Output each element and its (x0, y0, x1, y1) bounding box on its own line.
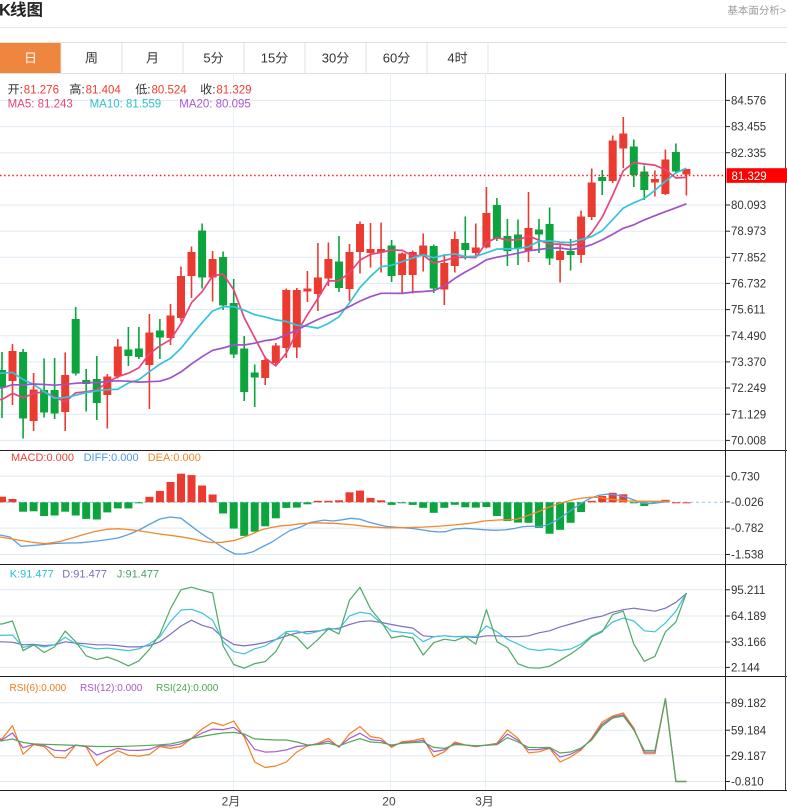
svg-text:0.730: 0.730 (731, 471, 760, 483)
svg-text:80.093: 80.093 (731, 200, 766, 212)
svg-text:76.732: 76.732 (731, 279, 766, 291)
svg-text::: : (212, 83, 215, 97)
svg-text:33.166: 33.166 (731, 637, 766, 649)
svg-text:71.129: 71.129 (731, 409, 766, 421)
svg-text:20: 20 (382, 795, 396, 809)
svg-text:3: 3 (475, 795, 482, 809)
svg-text:K: K (0, 2, 11, 20)
svg-text:-0.782: -0.782 (731, 523, 764, 535)
svg-text:83.455: 83.455 (731, 122, 766, 134)
svg-text:MA5: 81.243: MA5: 81.243 (8, 99, 73, 111)
svg-text:72.249: 72.249 (731, 383, 766, 395)
svg-text:89.182: 89.182 (731, 698, 766, 710)
svg-text:>: > (780, 5, 786, 17)
svg-text::: : (20, 83, 23, 97)
svg-text:DIFF:0.000: DIFF:0.000 (84, 452, 139, 464)
svg-text:D:91.477: D:91.477 (62, 569, 107, 581)
svg-text:RSI(6):0.000: RSI(6):0.000 (10, 683, 67, 694)
svg-text:RSI(12):0.000: RSI(12):0.000 (80, 683, 143, 694)
svg-text:84.576: 84.576 (731, 96, 766, 108)
svg-text:75.611: 75.611 (731, 305, 765, 317)
svg-text:MA20: 80.095: MA20: 80.095 (179, 99, 251, 111)
svg-text:64.189: 64.189 (731, 611, 766, 623)
svg-text:60: 60 (383, 51, 397, 66)
svg-text:80.524: 80.524 (152, 85, 188, 97)
svg-text:29.187: 29.187 (731, 751, 766, 763)
svg-text:81.276: 81.276 (24, 85, 59, 97)
svg-text:4: 4 (447, 51, 454, 66)
svg-text:MA10: 81.559: MA10: 81.559 (90, 99, 162, 111)
svg-text:J:91.477: J:91.477 (117, 569, 159, 581)
svg-text:MACD:0.000: MACD:0.000 (11, 452, 74, 464)
svg-text::: : (81, 83, 84, 97)
svg-text:15: 15 (261, 51, 275, 66)
svg-text:-0.026: -0.026 (731, 497, 764, 509)
svg-text:81.329: 81.329 (216, 85, 251, 97)
svg-text::: : (147, 83, 150, 97)
svg-text:74.490: 74.490 (731, 331, 766, 343)
svg-text:2.144: 2.144 (731, 663, 760, 675)
svg-text:-0.810: -0.810 (731, 777, 764, 789)
svg-text:K:91.477: K:91.477 (10, 569, 54, 581)
svg-text:5: 5 (203, 51, 210, 66)
svg-text:DEA:0.000: DEA:0.000 (148, 452, 201, 464)
svg-text:82.335: 82.335 (731, 148, 766, 160)
svg-text:RSI(24):0.000: RSI(24):0.000 (156, 683, 219, 694)
svg-text:59.184: 59.184 (731, 725, 767, 737)
svg-text:81.404: 81.404 (86, 85, 122, 97)
svg-text:30: 30 (322, 51, 336, 66)
svg-text:70.008: 70.008 (731, 436, 766, 448)
svg-text:-1.538: -1.538 (731, 550, 764, 562)
svg-text:77.852: 77.852 (731, 252, 766, 264)
svg-text:95.211: 95.211 (731, 585, 765, 597)
svg-text:73.370: 73.370 (731, 357, 766, 369)
svg-text:2: 2 (222, 795, 229, 809)
svg-text:81.329: 81.329 (732, 171, 767, 183)
svg-text:78.973: 78.973 (731, 226, 766, 238)
